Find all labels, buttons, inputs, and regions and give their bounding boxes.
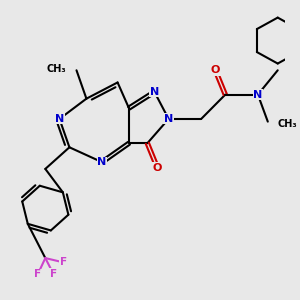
Text: CH₃: CH₃ [47, 64, 67, 74]
Text: F: F [60, 257, 67, 267]
Text: F: F [34, 269, 41, 279]
Text: N: N [55, 114, 64, 124]
Text: N: N [150, 87, 159, 97]
Text: O: O [211, 65, 220, 75]
Text: N: N [164, 114, 173, 124]
Text: N: N [98, 157, 106, 167]
Text: N: N [253, 90, 262, 100]
Text: O: O [153, 163, 162, 172]
Text: F: F [50, 269, 57, 279]
Text: CH₃: CH₃ [278, 119, 297, 129]
